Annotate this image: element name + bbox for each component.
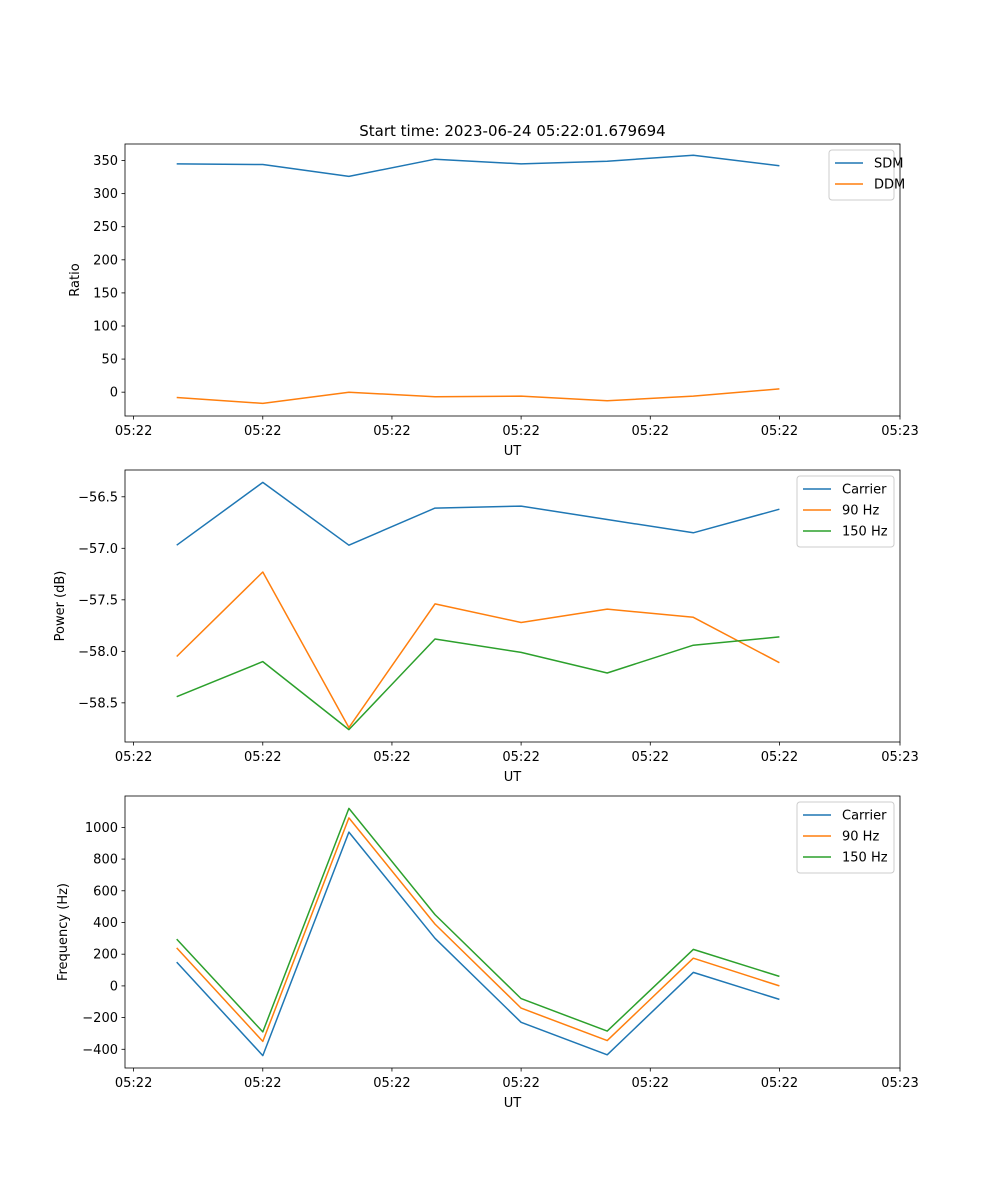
legend-entry: Carrier	[842, 483, 887, 498]
x-tick-label: 05:23	[881, 1076, 918, 1091]
y-tick-label: 800	[93, 853, 118, 868]
y-tick-label: −400	[82, 1043, 118, 1058]
x-tick-label: 05:22	[761, 424, 798, 439]
x-tick-label: 05:22	[502, 424, 539, 439]
x-tick-label: 05:22	[115, 1076, 152, 1091]
y-tick-label: 300	[93, 187, 118, 202]
legend-entry: DDM	[874, 178, 905, 193]
x-tick-label: 05:22	[115, 424, 152, 439]
series-line-90-hz	[176, 571, 780, 729]
plot-frame	[124, 143, 901, 417]
y-tick-label: −57.5	[78, 593, 118, 608]
x-tick-label: 05:22	[244, 424, 281, 439]
legend-box	[796, 475, 895, 548]
y-tick-label: 200	[93, 948, 118, 963]
legend-entry: SDM	[874, 157, 903, 172]
series-line-150-hz	[176, 636, 780, 731]
legend-box	[796, 801, 895, 874]
y-tick-label: 100	[93, 319, 118, 334]
y-tick-label: 250	[93, 220, 118, 235]
y-tick-label: −56.5	[78, 490, 118, 505]
legend-entry: Carrier	[842, 809, 887, 824]
series-line-carrier	[176, 831, 780, 1057]
x-tick-label: 05:22	[502, 750, 539, 765]
x-tick-label: 05:22	[244, 1076, 281, 1091]
y-tick-label: 350	[93, 154, 118, 169]
legend: Carrier 90 Hz 150 Hz	[796, 475, 895, 548]
y-axis-label: Power (dB)	[53, 571, 68, 642]
y-tick-label: 0	[110, 979, 118, 994]
y-axis-label: Frequency (Hz)	[56, 883, 71, 981]
y-tick-label: −57.0	[78, 542, 118, 557]
x-tick-label: 05:22	[373, 424, 410, 439]
x-tick-label: 05:22	[761, 1076, 798, 1091]
legend: SDM DDM	[828, 149, 905, 201]
x-axis-label: UT	[504, 770, 522, 785]
y-tick-label: 150	[93, 286, 118, 301]
chart-panel-2: 05:22 05:22 05:22 05:22 05:22 05:22 05:23 −58.5…	[53, 469, 919, 785]
series-line-sdm	[176, 154, 780, 178]
x-axis-label: UT	[504, 444, 522, 459]
legend-entry: 150 Hz	[842, 851, 888, 866]
x-tick-label: 05:22	[373, 750, 410, 765]
plot-frame	[124, 795, 901, 1069]
series-line-ddm	[176, 388, 780, 405]
legend-entry: 150 Hz	[842, 525, 888, 540]
legend-entry: 90 Hz	[842, 504, 879, 519]
chart-panel-1: 05:22 05:22 05:22 05:22 05:22 05:22 05:23 0 50 10…	[68, 143, 919, 459]
x-tick-label: 05:22	[502, 1076, 539, 1091]
x-tick-label: 05:23	[881, 750, 918, 765]
y-tick-label: 600	[93, 884, 118, 899]
y-tick-label: −200	[82, 1011, 118, 1026]
x-tick-label: 05:22	[632, 424, 669, 439]
plot-frame	[124, 469, 901, 743]
y-tick-label: 50	[101, 353, 118, 368]
y-tick-label: −58.0	[78, 645, 118, 660]
y-tick-label: −58.5	[78, 696, 118, 711]
chart-panel-3: 05:22 05:22 05:22 05:22 05:22 05:22 05:23 −400 −…	[56, 795, 919, 1111]
x-tick-label: 05:22	[373, 1076, 410, 1091]
legend-entry: 90 Hz	[842, 830, 879, 845]
x-tick-label: 05:22	[115, 750, 152, 765]
y-tick-label: 200	[93, 253, 118, 268]
y-axis-label: Ratio	[68, 263, 83, 296]
series-line-90-hz	[176, 817, 780, 1043]
x-axis-label: UT	[504, 1096, 522, 1111]
x-tick-label: 05:23	[881, 424, 918, 439]
x-tick-label: 05:22	[761, 750, 798, 765]
series-line-150-hz	[176, 807, 780, 1033]
y-tick-label: 1000	[85, 821, 118, 836]
x-tick-label: 05:22	[632, 1076, 669, 1091]
x-tick-label: 05:22	[244, 750, 281, 765]
series-line-carrier	[176, 481, 780, 546]
y-tick-label: 0	[110, 386, 118, 401]
y-tick-label: 400	[93, 916, 118, 931]
figure-title: Start time: 2023-06-24 05:22:01.679694	[359, 122, 665, 140]
x-tick-label: 05:22	[632, 750, 669, 765]
legend: Carrier 90 Hz 150 Hz	[796, 801, 895, 874]
